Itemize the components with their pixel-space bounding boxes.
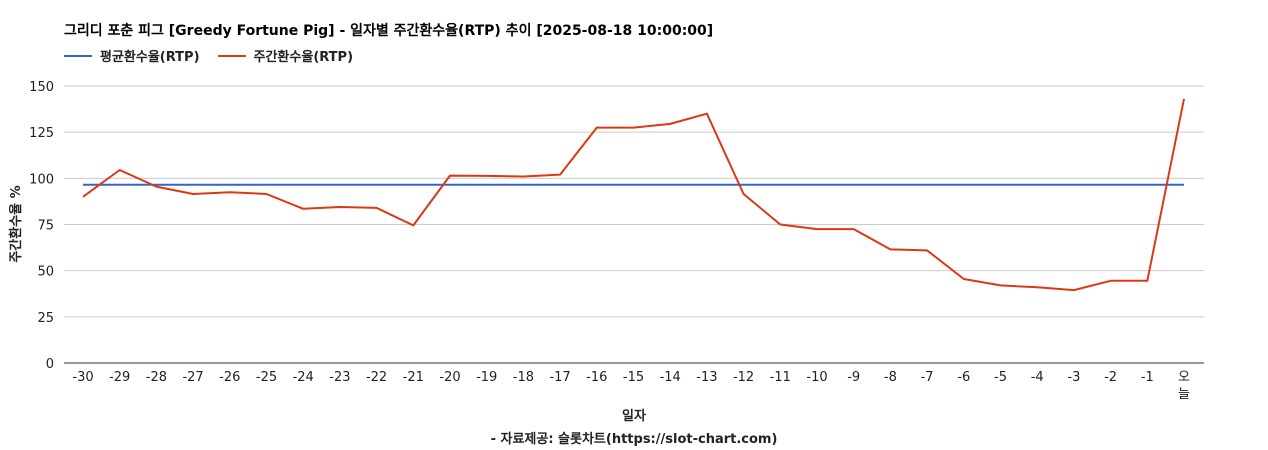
x-tick-label: -11 — [770, 370, 791, 385]
x-tick-label: -18 — [513, 370, 534, 385]
x-tick-label: -2 — [1104, 370, 1117, 385]
x-tick-label: -6 — [957, 370, 970, 385]
x-tick-label: -25 — [256, 370, 277, 385]
y-tick-label: 0 — [46, 357, 54, 372]
x-axis-ticks: -30 -29 -28 -27 -26 -25 -24 -23 -22 -21 -20 -19 -18-… — [72, 370, 1190, 402]
y-tick-label: 125 — [29, 126, 54, 141]
x-tick-label: -17 — [549, 370, 570, 385]
legend-swatch-average — [64, 54, 92, 57]
x-tick-label: -15 — [623, 370, 644, 385]
x-tick-label: -16 — [586, 370, 607, 385]
legend-swatch-weekly — [217, 54, 246, 57]
x-tick-label: -1 — [1141, 370, 1154, 385]
series-line-weekly-rtp[interactable] — [82, 98, 1185, 292]
x-tick-label: -5 — [994, 370, 1007, 385]
y-tick-label: 25 — [37, 311, 54, 326]
y-tick-label: 150 — [29, 80, 54, 95]
x-axis-title: 일자 — [622, 409, 646, 424]
x-tick-label: -21 — [403, 370, 424, 385]
x-tick-label: -14 — [660, 370, 681, 385]
x-tick-label: -7 — [921, 370, 934, 385]
x-tick-label: -3 — [1067, 370, 1080, 385]
legend-item-weekly[interactable]: 주간환수율(RTP) — [217, 46, 354, 65]
chart-title: 그리디 포춘 피그 [Greedy Fortune Pig] - 일자별 주간환… — [64, 23, 714, 39]
x-tick-label: -12 — [733, 370, 754, 385]
x-tick-label: -20 — [439, 370, 460, 385]
y-axis-title: 주간환수율 % — [8, 185, 24, 262]
legend: 평균환수율(RTP) 주간환수율(RTP) — [64, 46, 353, 65]
x-tick-label: -23 — [329, 370, 350, 385]
y-tick-label: 50 — [37, 265, 54, 280]
x-tick-label: -29 — [109, 370, 130, 385]
legend-label-weekly: 주간환수율(RTP) — [253, 50, 354, 65]
x-tick-label: -24 — [293, 370, 314, 385]
x-tick-label: -22 — [366, 370, 387, 385]
x-tick-label: -10 — [806, 370, 827, 385]
x-tick-label: -30 — [72, 370, 93, 385]
x-tick-label: -8 — [884, 370, 897, 385]
legend-item-average[interactable]: 평균환수율(RTP) — [64, 46, 200, 65]
x-tick-label: -26 — [219, 370, 240, 385]
y-tick-label: 75 — [37, 219, 54, 234]
y-tick-label: 100 — [29, 172, 54, 187]
legend-label-average: 평균환수율(RTP) — [100, 50, 200, 65]
x-tick-label: -27 — [182, 370, 203, 385]
x-tick-label: -28 — [146, 370, 167, 385]
x-tick-label: -9 — [847, 370, 860, 385]
x-tick-label: -19 — [476, 370, 497, 385]
source-credit: - 자료제공: 슬롯차트(https://slot-chart.com) — [490, 432, 778, 447]
x-tick-label: -13 — [696, 370, 717, 385]
series-lines — [82, 98, 1185, 292]
gridlines — [64, 85, 1204, 364]
x-tick-label: -4 — [1031, 370, 1044, 385]
y-axis-ticks: 0 25 50 75 100 125 150 — [29, 80, 54, 372]
